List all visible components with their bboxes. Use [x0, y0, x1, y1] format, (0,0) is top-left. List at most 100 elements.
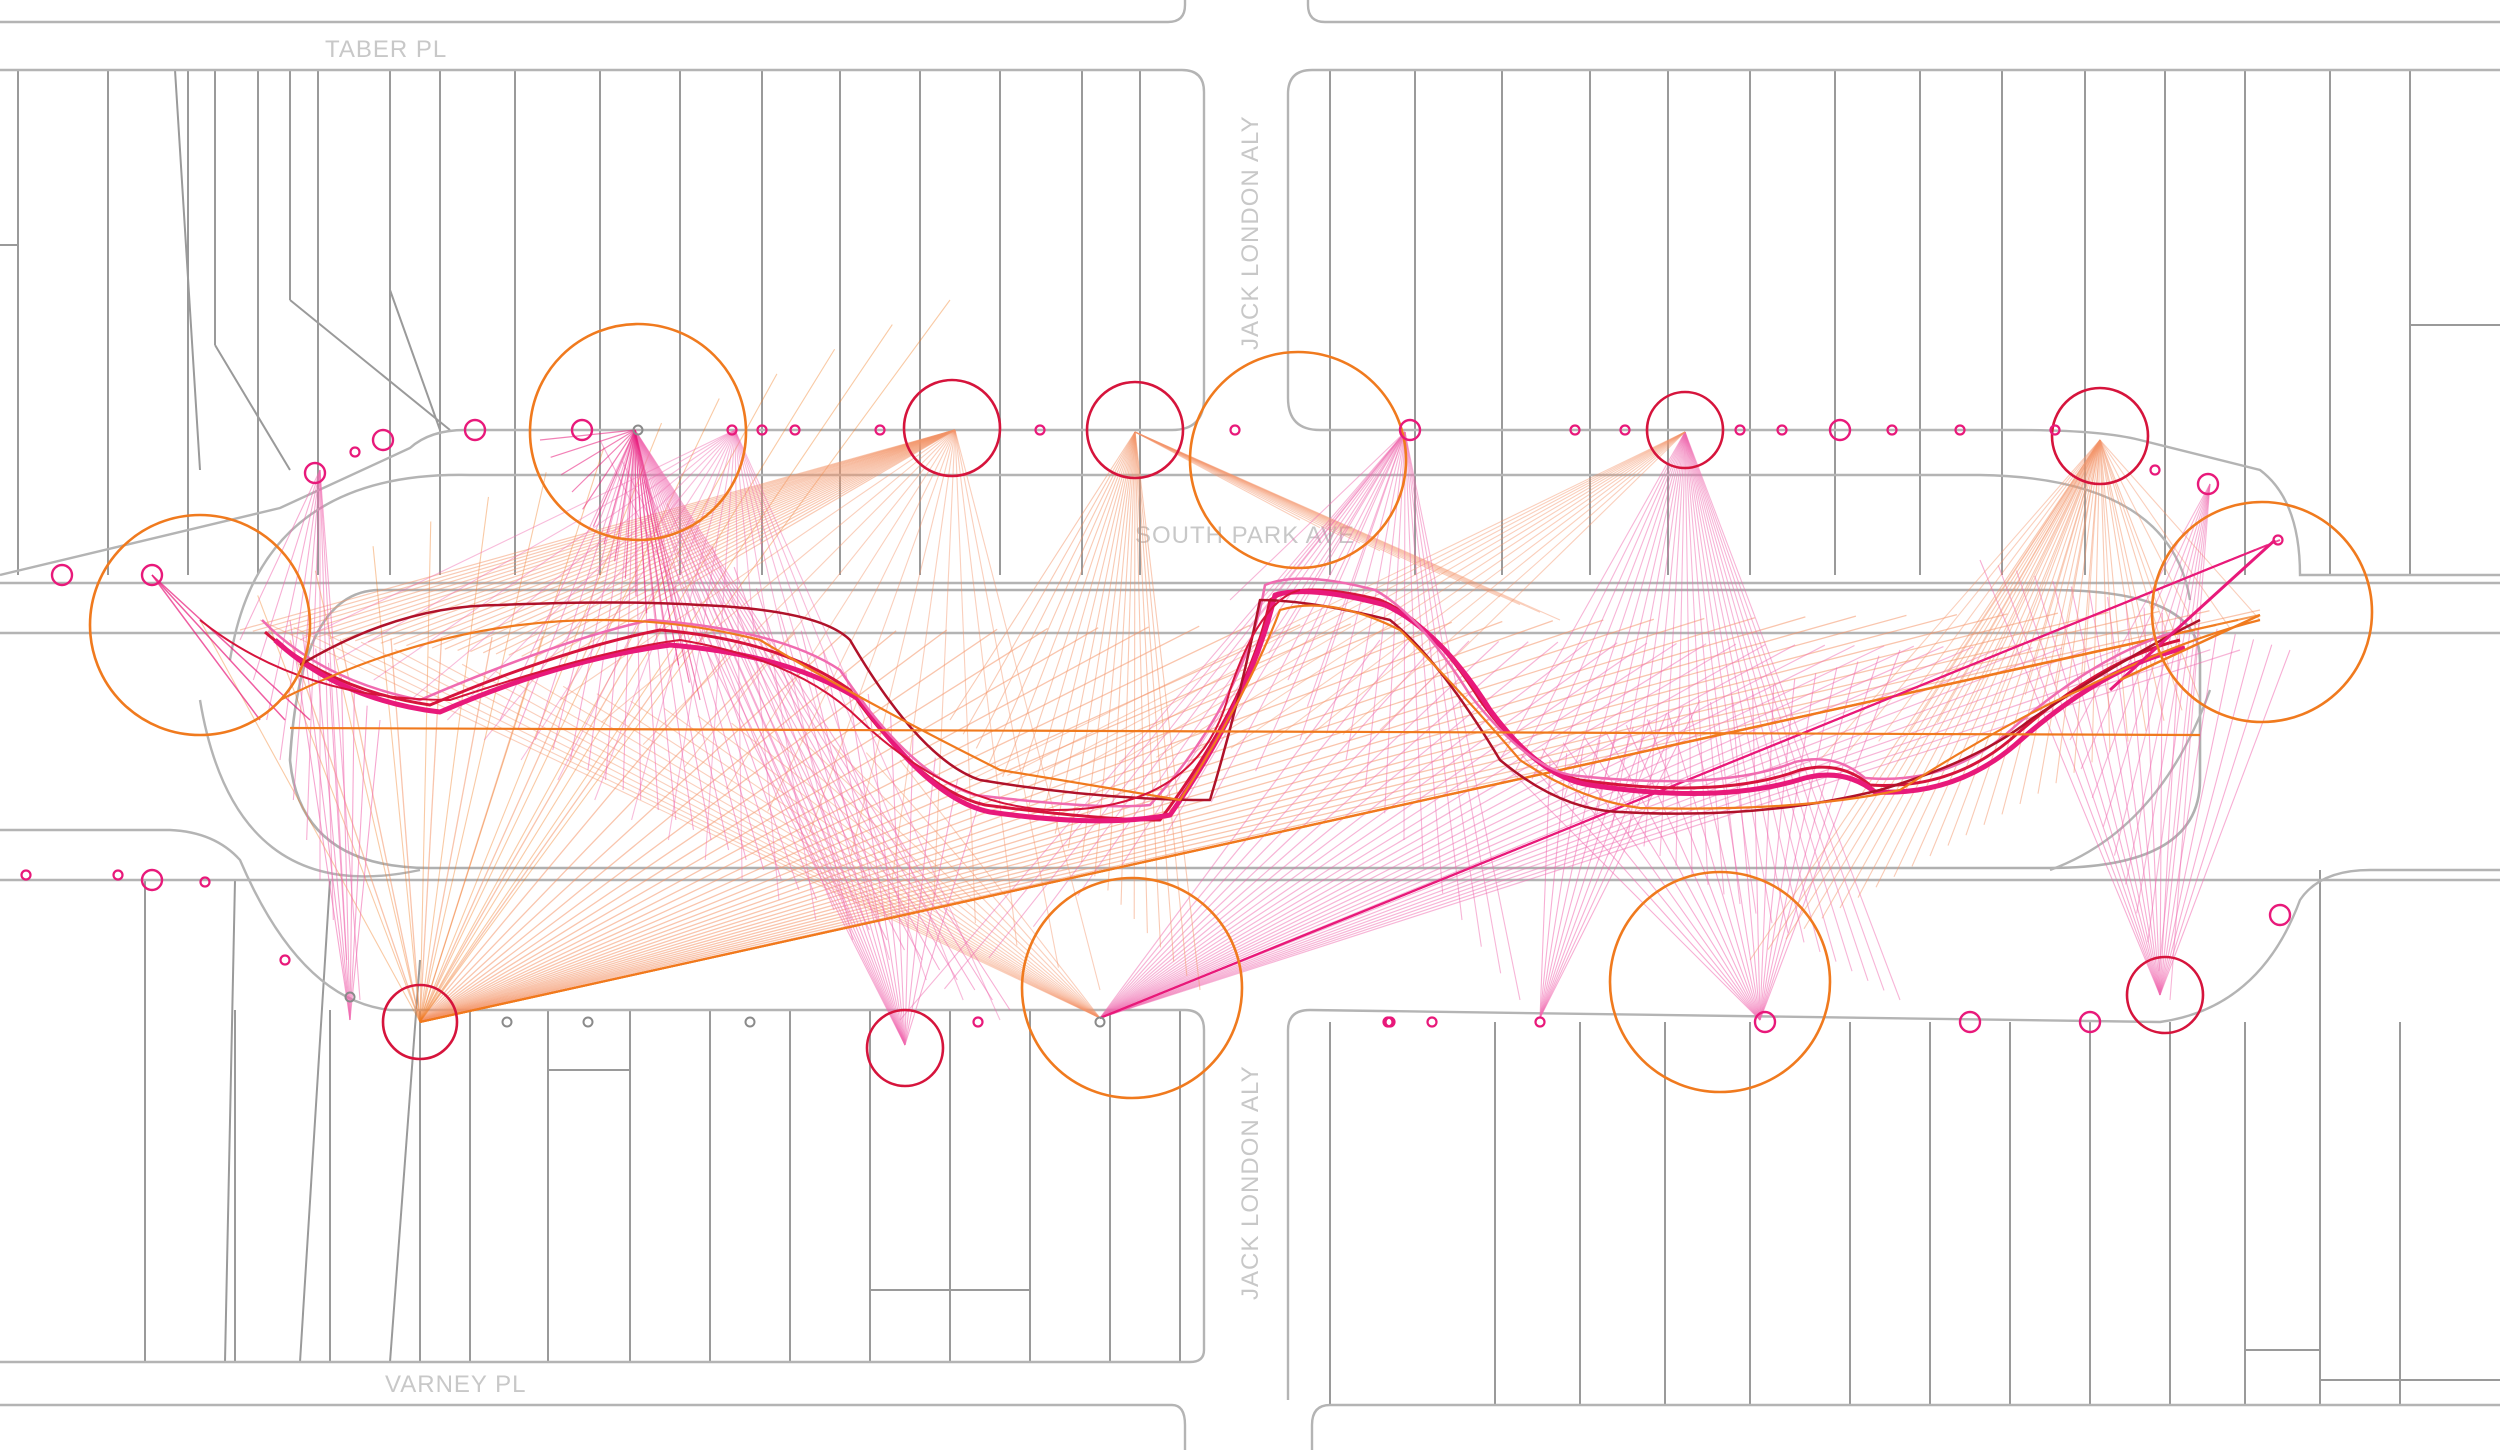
sight-line: [419, 324, 893, 1023]
sight-line: [419, 447, 605, 1023]
sensing-node: [1734, 424, 1746, 436]
parcel-line: [299, 879, 331, 1363]
sight-line: [2054, 439, 2101, 686]
sight-line: [1627, 431, 1686, 837]
sight-line: [1684, 431, 1837, 962]
influence-zone: [865, 1008, 945, 1088]
sight-line: [1767, 439, 2101, 950]
sight-line: [410, 429, 736, 701]
sight-line: [666, 503, 906, 1046]
path-trace: [273, 589, 2186, 824]
sight-line: [904, 736, 914, 1046]
sight-line: [634, 429, 870, 931]
sight-line: [2001, 439, 2101, 815]
sight-line: [1134, 431, 1201, 991]
sight-line: [975, 431, 1136, 749]
sensing-node: [140, 868, 164, 892]
sensing-node: [50, 563, 74, 587]
sight-line: [265, 429, 956, 633]
influence-zone: [528, 322, 748, 542]
sight-line: [1539, 733, 1618, 1019]
sight-line: [1731, 696, 1761, 1021]
influence-zone-layer: [88, 322, 2374, 1100]
sight-line: [1081, 431, 1686, 767]
sensing-node-inactive: [1094, 1016, 1106, 1028]
sight-line: [534, 429, 636, 741]
sight-line: [1134, 431, 1321, 529]
sight-line: [1995, 439, 2101, 705]
sight-line: [1684, 431, 1901, 1001]
sight-line: [634, 429, 701, 701]
sight-line: [1099, 639, 1411, 1019]
sensing-node: [1958, 1010, 1982, 1034]
sensing-node: [2049, 424, 2061, 436]
sensing-node: [349, 446, 361, 458]
sight-line: [2055, 439, 2101, 784]
sight-line: [1684, 431, 1789, 933]
sight-line: [1404, 431, 1521, 1001]
parcel-line: [389, 959, 421, 1363]
sight-line: [634, 429, 800, 891]
curb-line: [1286, 868, 2500, 1400]
sight-line: [1965, 439, 2101, 836]
sight-line: [562, 685, 1101, 1019]
sensing-node: [1534, 1016, 1546, 1028]
sight-line: [621, 460, 906, 1046]
sight-line: [1099, 648, 2181, 1019]
parcel-line: [2319, 870, 2500, 1381]
sight-line: [419, 632, 746, 1023]
sight-line: [1134, 431, 1301, 521]
sight-line: [2069, 483, 2211, 741]
sight-line: [2159, 644, 2273, 996]
sight-line: [1099, 643, 1737, 1019]
sight-line: [1404, 431, 1444, 894]
sight-line: [406, 429, 956, 647]
sight-line: [1099, 643, 1707, 1019]
sight-line: [734, 429, 854, 941]
sight-line: [419, 612, 2059, 1023]
sight-line: [428, 656, 1101, 1019]
sight-line: [1759, 678, 1796, 1021]
sight-line: [349, 691, 355, 1021]
sight-line: [832, 744, 1101, 1019]
sight-line: [767, 429, 956, 812]
sight-line: [278, 429, 956, 635]
sight-line: [1936, 439, 2101, 723]
sight-line: [559, 429, 956, 701]
sight-line: [2099, 439, 2201, 701]
sight-line: [582, 429, 636, 510]
sight-line: [1054, 431, 1136, 834]
sight-line: [252, 429, 956, 632]
sight-line: [419, 620, 1554, 1023]
sight-line: [2099, 439, 2183, 711]
sight-line: [899, 759, 1101, 1019]
sight-line: [419, 614, 2261, 1023]
sensing-node-inactive: [501, 1016, 513, 1028]
sight-line: [988, 431, 1136, 763]
sight-line: [1684, 431, 1773, 924]
sight-line: [306, 469, 321, 841]
sight-line: [1118, 431, 1686, 763]
sight-line: [2083, 439, 2101, 677]
sight-line: [1094, 431, 1136, 877]
sight-line: [734, 429, 964, 1001]
sight-line: [933, 429, 956, 901]
sight-line: [1531, 431, 1686, 780]
sight-line: [446, 429, 736, 721]
sight-line: [329, 429, 956, 639]
sight-line: [151, 574, 261, 721]
sight-line: [634, 429, 648, 614]
sight-line: [552, 429, 636, 751]
sensing-node: [1426, 1016, 1438, 1028]
sight-line: [1893, 439, 2101, 878]
sight-line: [327, 634, 1101, 1019]
sight-line: [328, 662, 351, 1021]
sight-line: [419, 636, 493, 1023]
sight-line: [904, 799, 981, 1046]
sight-line: [734, 429, 891, 961]
sensing-node: [1886, 424, 1898, 436]
sight-line: [1562, 742, 1761, 1021]
sight-line: [419, 626, 1150, 1023]
